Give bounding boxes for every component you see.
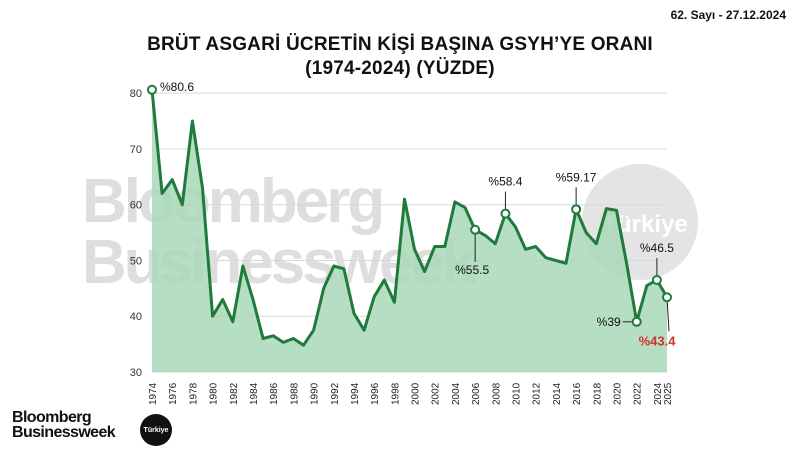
y-tick-label: 50 [130, 255, 142, 267]
x-tick-label: 2000 [411, 382, 422, 405]
annotation-leader [666, 297, 670, 332]
x-tick-label: 1974 [148, 382, 159, 405]
x-tick-label: 2002 [431, 382, 442, 405]
x-tick-label: 1996 [370, 382, 381, 405]
x-tick-label: 2024 [653, 382, 664, 405]
brand-badge: Türkiye [140, 414, 172, 446]
x-tick-label: 1982 [229, 382, 240, 405]
data-label: %39 [597, 315, 621, 329]
data-label: %59.17 [556, 170, 597, 184]
x-tick-label: 1990 [310, 382, 321, 405]
x-axis: 1974 1976 1978 1980 1982 1984 1986 1988 1990 1992… [148, 382, 674, 405]
x-tick-label: 2006 [471, 382, 482, 405]
data-label: %55.5 [455, 263, 489, 277]
x-tick-label: 2016 [572, 382, 583, 405]
y-tick-label: 40 [130, 311, 142, 323]
x-tick-label: 2008 [491, 382, 502, 405]
x-tick-label: 1976 [168, 382, 179, 405]
y-tick-label: 80 [130, 88, 142, 100]
x-tick-label: 2022 [633, 382, 644, 405]
data-point-marker [662, 292, 672, 303]
y-axis: 30 40 50 60 70 80 [130, 88, 142, 379]
brand-line2: Businessweek [12, 424, 116, 441]
issue-date: 62. Sayı - 27.12.2024 [670, 8, 786, 22]
x-tick-label: 1986 [269, 382, 280, 405]
data-label: %43.4 [639, 333, 677, 348]
y-tick-label: 70 [130, 144, 142, 156]
data-point-marker [470, 224, 481, 235]
brand-line1: Bloomberg [12, 409, 92, 426]
x-tick-label: 1978 [188, 382, 199, 405]
x-tick-label: 1992 [330, 382, 341, 405]
x-tick-label: 1998 [390, 382, 401, 405]
x-tick-label: 2020 [613, 382, 624, 405]
series-line [150, 89, 669, 347]
x-tick-label: 2014 [552, 382, 563, 405]
x-tick-label: 2012 [532, 382, 543, 405]
annotations: %80.6 %55.5 %58.4 %59.17 %39 %46.5 %43.4 [147, 80, 677, 348]
data-point-marker [571, 204, 582, 215]
x-tick-label: 2010 [512, 382, 523, 405]
x-tick-label: 2004 [451, 382, 462, 405]
x-tick-label: 1984 [249, 382, 260, 405]
watermark-line1: Bloomberg [82, 167, 382, 236]
x-tick-label: 2018 [592, 382, 603, 405]
chart-title: BRÜT ASGARİ ÜCRETİN KİŞİ BAŞINA GSYH’YE … [147, 34, 653, 55]
y-tick-label: 60 [130, 200, 142, 212]
x-tick-label: 1988 [289, 382, 300, 405]
data-point-marker [500, 208, 511, 219]
data-point-marker [631, 316, 642, 327]
brand-logo: Bloomberg Businessweek [12, 409, 116, 441]
data-label: %80.6 [160, 80, 194, 94]
y-tick-label: 30 [130, 367, 142, 379]
chart-subtitle: (1974-2024) (YÜZDE) [305, 58, 495, 79]
data-label: %46.5 [640, 241, 674, 255]
x-tick-label: 1994 [350, 382, 361, 405]
data-label: %58.4 [488, 175, 522, 189]
x-tick-label: 2025 [663, 382, 674, 405]
x-tick-label: 1980 [209, 382, 220, 405]
data-point-marker [651, 274, 662, 285]
data-point-marker [147, 84, 157, 95]
